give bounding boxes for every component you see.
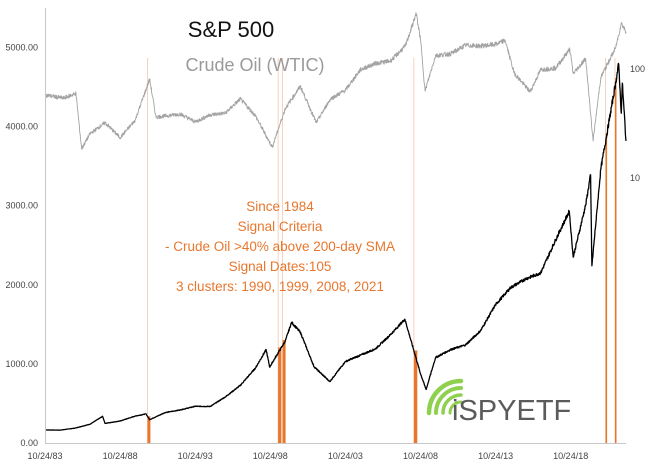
y-tick-label: 2000.00	[5, 280, 38, 290]
x-tick-labels: 10/24/83 10/24/88 10/24/93 10/24/98 10/24/03…	[27, 451, 588, 461]
signal-bar	[605, 133, 608, 443]
x-tick-label: 10/24/08	[403, 451, 438, 461]
y-tick-label: 0.00	[20, 438, 38, 448]
signal-bars	[147, 78, 617, 443]
right-axis-label: 100	[630, 64, 645, 74]
annotation-line: - Crude Oil >40% above 200-day SMA	[165, 239, 395, 254]
wifi-arc-icon	[426, 378, 464, 416]
x-tick-label: 10/24/93	[178, 451, 213, 461]
right-axis-label: 10	[630, 173, 640, 183]
crude-oil-line	[44, 12, 627, 150]
annotation-line: Signal Dates:105	[229, 259, 332, 274]
chart-title: S&P 500	[188, 17, 274, 42]
signal-bar	[413, 350, 418, 443]
annotation-line: Signal Criteria	[238, 219, 323, 234]
annotation-line: Since 1984	[246, 199, 314, 214]
annotation-line: 3 clusters: 1990, 1999, 2008, 2021	[176, 279, 384, 294]
logo-text: iSPYETF	[452, 395, 571, 427]
x-tick-label: 10/24/83	[27, 451, 62, 461]
ispyetf-logo: iSPYETF	[426, 378, 571, 427]
series-lines	[44, 12, 627, 431]
x-tick-label: 10/24/03	[328, 451, 363, 461]
y-tick-label: 3000.00	[5, 201, 38, 211]
signal-annotation: Since 1984 Signal Criteria - Crude Oil >40…	[165, 199, 395, 294]
chart-subtitle: Crude Oil (WTIC)	[186, 55, 325, 75]
signal-bar	[147, 416, 151, 443]
signal-guide-lines	[147, 58, 616, 443]
x-tick-label: 10/24/88	[103, 451, 138, 461]
x-tick-label: 10/24/13	[478, 451, 513, 461]
y-tick-labels: 0.00 1000.00 2000.00 3000.00 4000.00 5000.00	[5, 43, 38, 449]
axes	[45, 8, 626, 444]
sp500-line	[44, 62, 627, 431]
signal-bar	[278, 347, 282, 443]
x-tick-label: 10/24/98	[253, 451, 288, 461]
x-tick-label: 10/24/18	[553, 451, 588, 461]
signal-bar	[282, 340, 286, 443]
y-tick-label: 1000.00	[5, 359, 38, 369]
signal-bar	[615, 78, 617, 443]
right-axis-labels: 100 10	[630, 64, 645, 183]
y-tick-label: 4000.00	[5, 122, 38, 132]
y-tick-label: 5000.00	[5, 43, 38, 53]
